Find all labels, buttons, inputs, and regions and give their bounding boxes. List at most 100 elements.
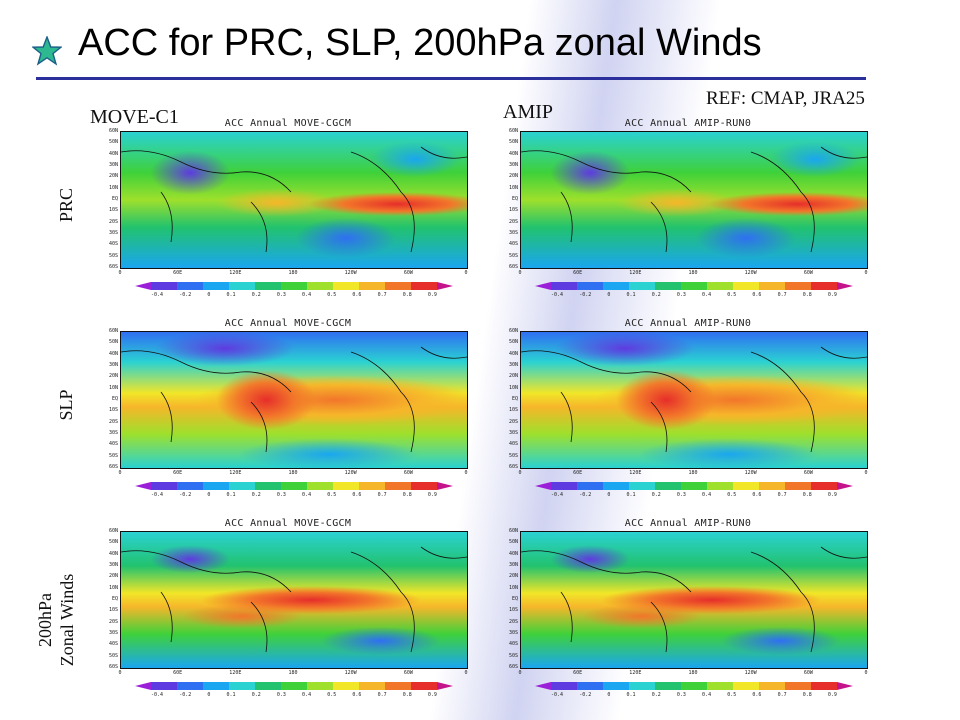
colorbar-swatch <box>255 282 281 290</box>
coastline-overlay <box>121 346 467 453</box>
colorbar-swatch <box>385 282 411 290</box>
lat-tick-label: EQ <box>511 596 518 602</box>
colorbar-swatch <box>733 282 759 290</box>
lat-tick-label: 10N <box>108 384 118 391</box>
colorbar-level: -0.4 <box>551 692 564 698</box>
lat-tick-label: 10S <box>108 607 118 614</box>
colorbar <box>535 482 853 490</box>
colorbar-swatch <box>551 482 577 490</box>
colorbar-level: 0.7 <box>377 492 387 498</box>
colorbar-swatch <box>681 282 707 290</box>
colorbar-level: 0.8 <box>802 692 812 698</box>
colorbar-swatch <box>255 482 281 490</box>
lon-tick-label: 0 <box>118 670 122 676</box>
colorbar-level: 0.6 <box>352 292 362 298</box>
colorbar-level: 0 <box>207 292 211 298</box>
lat-tick-label: EQ <box>111 596 118 602</box>
lat-tick-label: 40S <box>508 241 518 248</box>
colorbar-level: 0.3 <box>276 692 286 698</box>
lat-tick-label: 40N <box>108 350 118 357</box>
colorbar-level: 0.5 <box>727 692 737 698</box>
colorbar-level: 0.7 <box>377 292 387 298</box>
lat-tick-label: 40S <box>108 441 118 448</box>
title-underline <box>36 77 866 80</box>
lat-tick-label: 20S <box>108 418 118 425</box>
colorbar-swatch <box>577 482 603 490</box>
colorbar-swatch <box>811 282 837 290</box>
colorbar-level: 0.5 <box>327 692 337 698</box>
colorbar-level: 0.7 <box>377 692 387 698</box>
lon-tick-label: 180 <box>288 270 298 276</box>
colorbar-swatch <box>151 682 177 690</box>
colorbar <box>135 482 453 490</box>
colorbar-swatch <box>135 282 151 290</box>
colorbar-level: 0.4 <box>702 692 712 698</box>
map-panel-slp-move: ACC Annual MOVE-CGCM 60N 50N 40N 30N 20N 10N EQ… <box>98 318 478 503</box>
column-label-amip: AMIP <box>503 101 554 123</box>
lat-tick-label: EQ <box>111 196 118 202</box>
lat-tick-label: 50S <box>108 452 118 459</box>
lat-tick-label: 10N <box>508 384 518 391</box>
colorbar-swatch <box>255 682 281 690</box>
lat-tick-label: 20N <box>508 173 518 180</box>
colorbar-swatch <box>411 282 437 290</box>
colorbar-swatch <box>577 682 603 690</box>
lon-tick-label: 0 <box>864 270 868 276</box>
lat-tick-label: 30S <box>508 430 518 436</box>
colorbar <box>135 682 453 690</box>
colorbar-level: 0.8 <box>402 492 412 498</box>
colorbar-swatch <box>177 682 203 690</box>
colorbar-swatch <box>837 682 853 690</box>
colorbar-level: 0.1 <box>626 492 636 498</box>
coastline-overlay <box>521 146 867 253</box>
coastline-overlay <box>121 546 467 653</box>
colorbar-level: 0.1 <box>226 292 236 298</box>
colorbar-swatch <box>837 282 853 290</box>
colorbar-level: -0.4 <box>151 692 164 698</box>
lon-tick-label: 0 <box>464 670 468 676</box>
lon-tick-label: 120W <box>344 470 357 476</box>
colorbar-swatch <box>629 282 655 290</box>
acc-map <box>520 531 868 669</box>
lon-tick-label: 120E <box>629 470 642 476</box>
lon-tick-label: 0 <box>118 470 122 476</box>
colorbar-swatch <box>837 482 853 490</box>
lat-tick-label: EQ <box>511 196 518 202</box>
colorbar-swatch <box>229 482 255 490</box>
lat-tick-label: 10S <box>108 407 118 414</box>
colorbar-level: 0.2 <box>251 692 261 698</box>
lon-tick-label: 0 <box>518 270 522 276</box>
colorbar-level: 0.3 <box>276 292 286 298</box>
lat-tick-label: 20S <box>108 218 118 225</box>
lon-tick-label: 120E <box>229 270 242 276</box>
colorbar-swatch <box>655 482 681 490</box>
colorbar-swatch <box>333 482 359 490</box>
row-label-winds: 200hPa Zonal Winds <box>34 574 78 666</box>
lat-tick-label: 20S <box>508 618 518 625</box>
colorbar-swatch <box>437 682 453 690</box>
lon-tick-label: 60W <box>803 470 813 476</box>
lon-tick-label: 60E <box>573 470 583 476</box>
lat-tick-label: 50S <box>108 652 118 659</box>
lat-tick-label: 60S <box>508 664 518 670</box>
colorbar-level: 0.1 <box>626 292 636 298</box>
panel-title: ACC Annual MOVE-CGCM <box>224 118 352 129</box>
lat-tick-label: EQ <box>111 396 118 402</box>
lat-tick-label: 30S <box>508 630 518 636</box>
colorbar-level: 0.5 <box>727 292 737 298</box>
colorbar-swatch <box>307 282 333 290</box>
colorbar-level: 0.4 <box>702 292 712 298</box>
colorbar-swatch <box>759 482 785 490</box>
lon-tick-label: 60W <box>403 670 413 676</box>
colorbar-swatch <box>707 282 733 290</box>
colorbar-swatch <box>229 682 255 690</box>
lon-tick-label: 60W <box>403 470 413 476</box>
colorbar-level: 0.9 <box>427 692 437 698</box>
colorbar-level: 0.8 <box>802 492 812 498</box>
lat-tick-label: 50N <box>508 539 518 546</box>
lat-tick-label: 60S <box>108 664 118 670</box>
colorbar-level: 0.7 <box>777 292 787 298</box>
colorbar-swatch <box>307 482 333 490</box>
colorbar-level: 0.9 <box>827 692 837 698</box>
colorbar-swatch <box>203 282 229 290</box>
